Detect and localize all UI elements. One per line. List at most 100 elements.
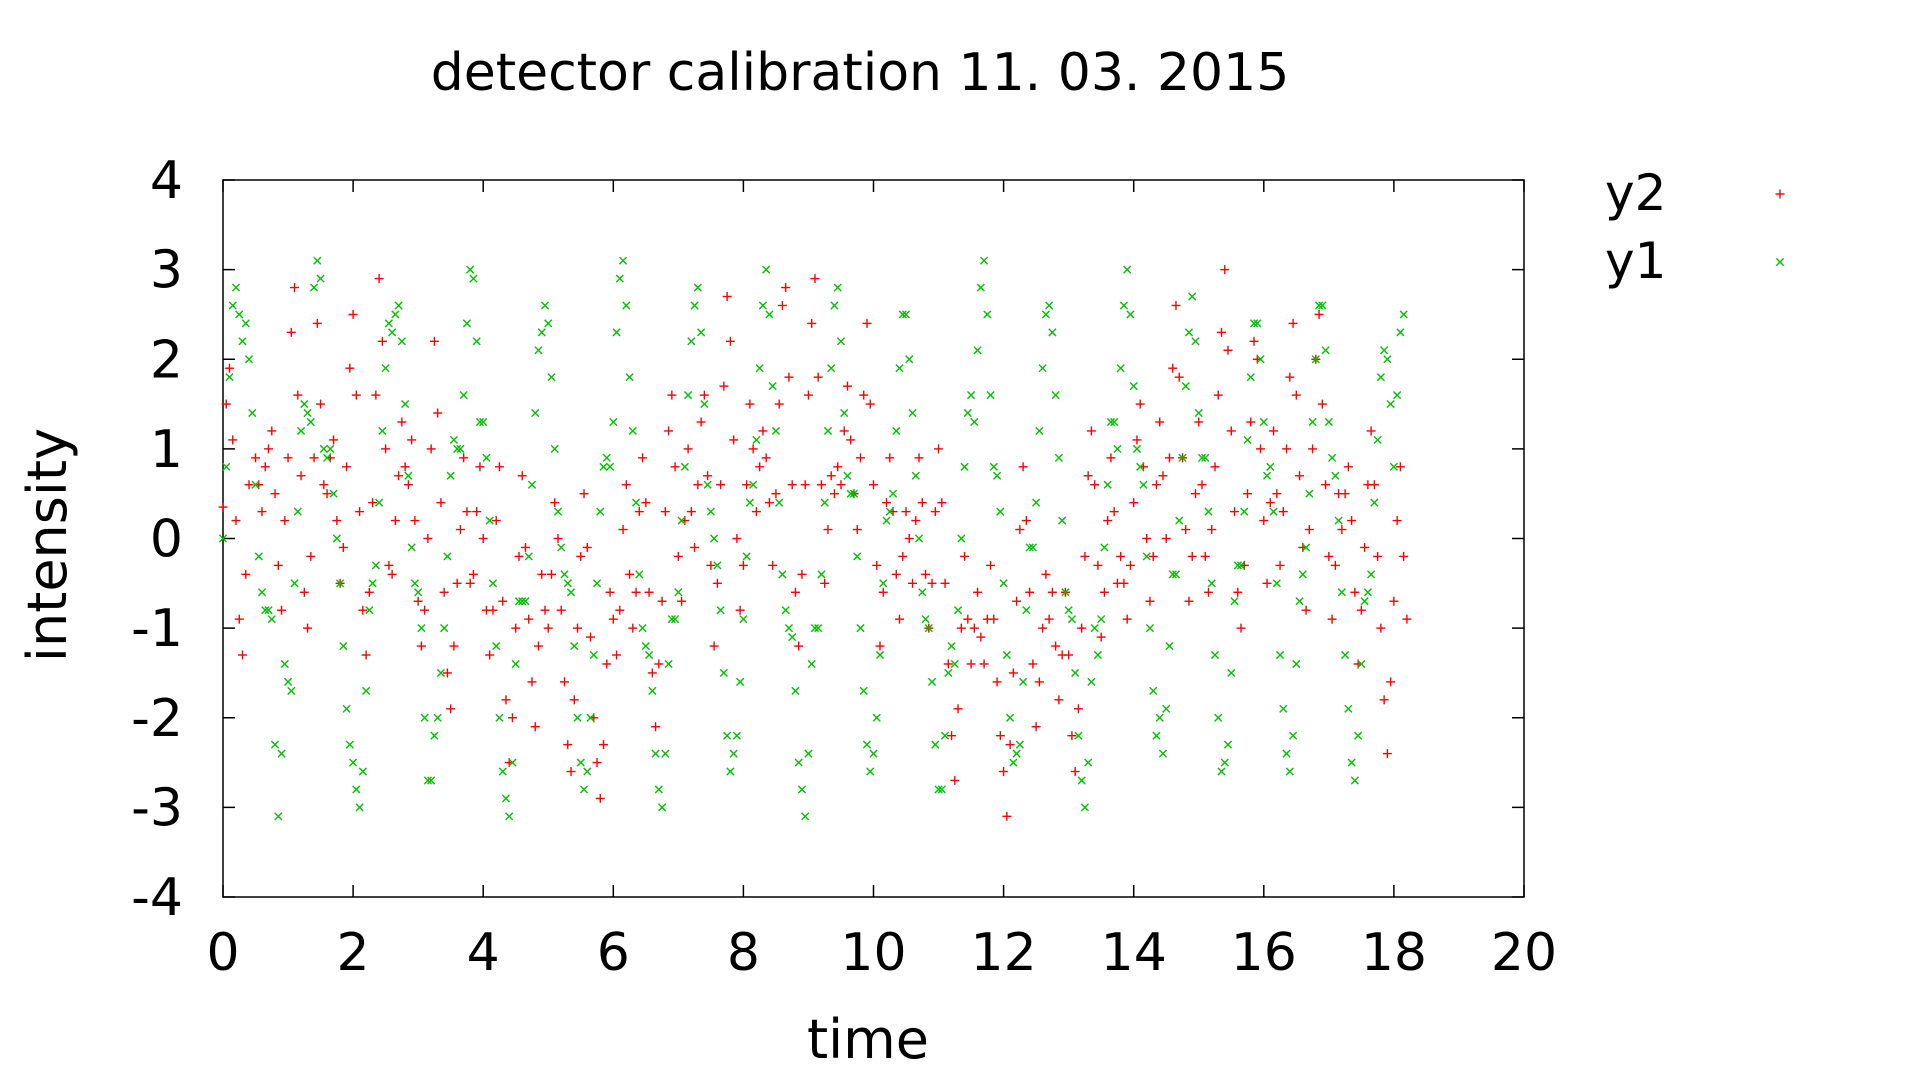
data-point-y2 — [599, 740, 609, 750]
y-tick-label: 1 — [150, 420, 183, 480]
data-point-y2 — [1090, 480, 1100, 490]
data-point-y2 — [904, 534, 914, 543]
data-point-y2 — [869, 480, 878, 490]
data-point-y2 — [547, 569, 557, 579]
x-tick-label: 12 — [971, 923, 1037, 983]
data-point-y1 — [1275, 650, 1285, 660]
data-point-y1 — [1126, 310, 1135, 319]
data-point-y1 — [736, 677, 745, 686]
data-point-y2 — [218, 502, 228, 512]
data-point-y2 — [364, 587, 374, 597]
data-point-y1 — [1155, 713, 1164, 722]
data-point-y2 — [686, 507, 696, 517]
data-point-y2 — [816, 480, 826, 490]
data-point-y1 — [635, 570, 644, 579]
data-point-y2 — [1343, 462, 1353, 472]
data-point-y2 — [1073, 704, 1083, 714]
data-point-y2 — [1096, 632, 1106, 642]
series-y1 — [218, 256, 1408, 821]
data-point-y2 — [1190, 489, 1200, 499]
data-point-y1 — [1097, 615, 1106, 624]
data-point-y1 — [879, 579, 888, 588]
data-point-y2 — [657, 596, 667, 606]
data-point-y2 — [595, 793, 605, 803]
data-point-y1 — [1106, 417, 1116, 427]
data-point-y1 — [677, 516, 686, 525]
data-point-y2 — [491, 516, 501, 526]
data-point-y2 — [293, 390, 303, 400]
data-point-y2 — [1382, 749, 1392, 759]
data-point-y1 — [1321, 346, 1330, 355]
data-point-y1 — [309, 283, 319, 292]
data-point-y1 — [1132, 444, 1142, 453]
data-point-y2 — [667, 390, 677, 400]
data-point-y2 — [953, 704, 963, 714]
data-point-y1 — [1084, 758, 1093, 767]
data-point-y1 — [810, 624, 820, 633]
data-point-y2 — [641, 498, 651, 508]
data-point-y1 — [349, 758, 358, 767]
data-point-y1 — [335, 579, 345, 588]
chart-title: detector calibration 11. 03. 2015 — [431, 43, 1290, 103]
data-point-y2 — [1129, 498, 1139, 508]
data-point-y1 — [547, 373, 556, 382]
data-point-y1 — [905, 355, 914, 364]
data-point-y1 — [921, 615, 930, 624]
data-point-y2 — [719, 381, 729, 391]
data-point-y1 — [1328, 453, 1337, 462]
data-point-y2 — [1236, 623, 1246, 633]
x-tick-label: 0 — [206, 923, 239, 983]
data-point-y2 — [729, 435, 739, 445]
data-point-y2 — [761, 453, 771, 463]
data-point-y1 — [1048, 328, 1057, 337]
data-point-y1 — [417, 624, 426, 633]
data-point-y1 — [765, 310, 774, 319]
data-point-y2 — [225, 363, 235, 373]
data-point-y2 — [833, 462, 843, 472]
data-point-y2 — [836, 480, 846, 490]
data-point-y1 — [697, 328, 706, 337]
data-point-y1 — [394, 301, 403, 310]
data-point-y1 — [846, 489, 855, 498]
data-point-y1 — [511, 659, 520, 669]
data-point-y2 — [712, 578, 722, 588]
data-point-y2 — [280, 516, 290, 526]
data-point-y2 — [732, 534, 742, 543]
data-point-y2 — [231, 516, 241, 526]
data-point-y2 — [742, 480, 752, 490]
data-point-y1 — [895, 364, 904, 373]
data-point-y2 — [368, 498, 378, 508]
data-point-y1 — [485, 516, 494, 525]
data-point-y1 — [775, 498, 784, 507]
data-point-y2 — [859, 390, 869, 400]
data-point-y2 — [1021, 516, 1031, 526]
data-point-y1 — [433, 713, 442, 722]
data-point-y2 — [644, 587, 654, 597]
data-point-y1 — [251, 480, 260, 489]
data-point-y1 — [914, 534, 924, 543]
data-point-y2 — [722, 292, 732, 302]
data-point-y2 — [1148, 551, 1158, 561]
data-point-y2 — [638, 453, 648, 463]
data-point-y1 — [934, 785, 943, 794]
data-point-y1 — [618, 256, 628, 265]
data-point-y1 — [807, 659, 816, 669]
data-point-y2 — [885, 453, 895, 463]
legend-marker-y1 — [1775, 257, 1785, 267]
data-point-y2 — [520, 542, 530, 552]
data-point-y2 — [556, 605, 566, 615]
data-point-y2 — [338, 542, 348, 552]
data-point-y2 — [1116, 551, 1126, 561]
data-point-y1 — [1009, 758, 1018, 767]
data-point-y2 — [1275, 560, 1285, 570]
data-point-y1 — [700, 399, 709, 409]
data-point-y1 — [1100, 543, 1109, 552]
data-point-y1 — [1145, 624, 1155, 633]
data-point-y1 — [628, 426, 637, 436]
data-point-y2 — [1103, 516, 1113, 526]
data-point-y1 — [703, 480, 712, 489]
data-point-y1 — [287, 686, 296, 695]
data-point-y2 — [628, 623, 638, 633]
data-point-y2 — [579, 489, 589, 499]
data-point-y1 — [996, 507, 1005, 516]
